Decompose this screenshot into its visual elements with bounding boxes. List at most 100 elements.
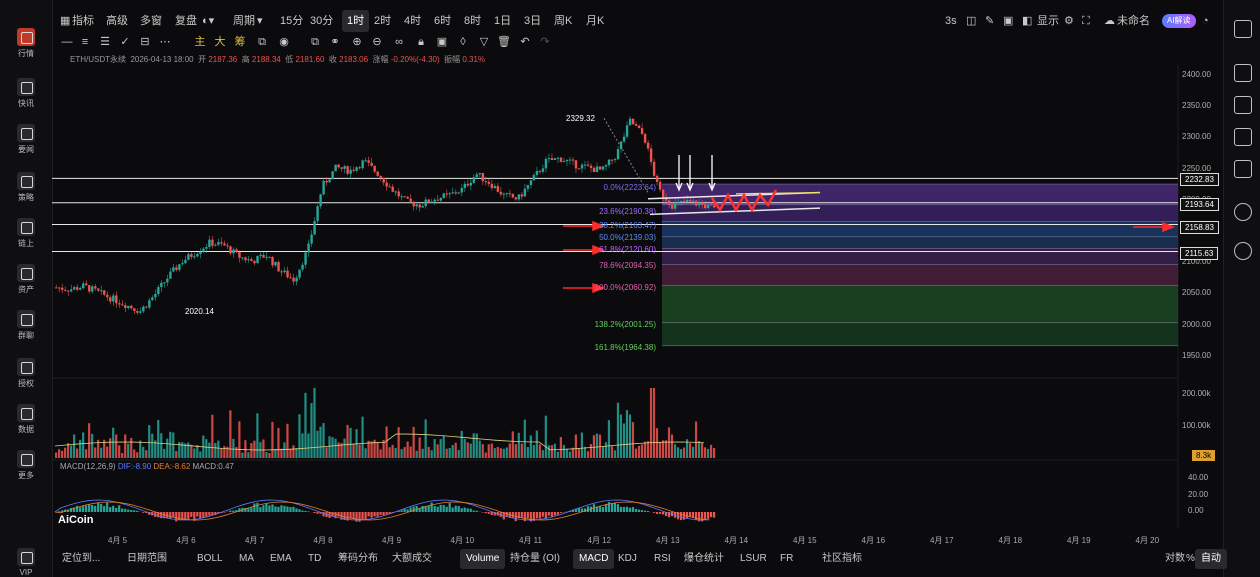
sidebar-item-3[interactable]: 策略 <box>0 172 52 203</box>
image-icon[interactable]: ▣ <box>436 36 448 48</box>
tool-main[interactable]: 主 <box>194 36 206 48</box>
redo-icon[interactable]: ↷ <box>540 36 550 48</box>
palette-icon[interactable]: ◐▾ <box>202 15 215 27</box>
indicator-tab-1[interactable]: MA <box>239 553 254 564</box>
settings-icon[interactable]: ⚙ <box>1064 15 1074 27</box>
sidebar-item-1[interactable]: 快讯 <box>0 78 52 109</box>
indicator-tab-10[interactable]: RSI <box>654 553 671 564</box>
indicator-tab-6[interactable]: Volume <box>460 549 506 569</box>
list-icon[interactable]: ☰ <box>100 36 110 48</box>
multi-window-button[interactable]: 多窗 <box>140 15 162 27</box>
indicator-tab-7[interactable]: 持仓量 (OI) <box>510 553 560 564</box>
interval-9[interactable]: 周K <box>554 15 573 27</box>
grid-icon[interactable]: ▦ <box>60 15 71 27</box>
crop-icon[interactable]: ⧉ <box>258 36 266 48</box>
undo-icon[interactable]: ↶ <box>520 36 530 48</box>
zoom-out-icon[interactable]: ⊖ <box>372 36 382 48</box>
interval-2[interactable]: 1时 <box>342 10 370 32</box>
sidebar-item-9[interactable]: 更多 <box>0 450 52 481</box>
indicator-button[interactable]: 指标 <box>72 15 94 27</box>
filter-icon[interactable]: ▽ <box>479 36 489 48</box>
indicator-tab-0[interactable]: BOLL <box>197 553 223 564</box>
robot-icon[interactable] <box>1234 203 1252 221</box>
indicator-tab-13[interactable]: FR <box>780 553 794 564</box>
eye-icon[interactable]: ◉ <box>279 36 289 48</box>
sidebar-item-10[interactable]: VIP <box>0 548 52 577</box>
lock-icon[interactable]: 🔒︎ <box>418 36 424 48</box>
indicator-tab-12[interactable]: LSUR <box>740 553 767 564</box>
indicator-tab-2[interactable]: EMA <box>270 553 292 564</box>
chevron-down-icon[interactable]: ▾ <box>257 15 263 27</box>
interval-7[interactable]: 1日 <box>494 15 512 27</box>
clock-icon[interactable] <box>1234 128 1252 146</box>
indicator-tab-5[interactable]: 大额成交 <box>392 553 432 564</box>
macd-bar <box>202 512 205 518</box>
image-icon[interactable]: ▣ <box>1003 15 1014 27</box>
bell-icon[interactable]: ◔ <box>1202 15 1209 27</box>
tool-chip[interactable]: 筹 <box>234 36 246 48</box>
ai-interpret-button[interactable]: AI解读 <box>1162 14 1196 28</box>
date-range-dropdown[interactable]: 日期范围 <box>127 553 167 564</box>
percent-toggle[interactable]: % <box>1186 553 1195 564</box>
replay-button[interactable]: 复盘 <box>175 15 197 27</box>
pen-icon[interactable]: ✓ <box>120 36 130 48</box>
volume-bar <box>412 426 415 458</box>
book-icon[interactable] <box>1234 64 1252 82</box>
fib-icon[interactable]: ⊟ <box>140 36 150 48</box>
sidebar-item-8[interactable]: 数据 <box>0 404 52 435</box>
hamburger-icon[interactable]: ≡ <box>81 36 89 48</box>
auto-toggle[interactable]: 自动 <box>1195 549 1227 569</box>
indicator-tab-8[interactable]: MACD <box>573 549 615 569</box>
interval-1[interactable]: 30分 <box>310 15 334 27</box>
more-icon[interactable]: ⋯ <box>159 36 171 48</box>
indicator-tab-14[interactable]: 社区指标 <box>822 553 862 564</box>
interval-10[interactable]: 月K <box>586 15 605 27</box>
list-icon[interactable] <box>1234 20 1252 38</box>
layout-icon[interactable]: ◧ <box>1022 15 1033 27</box>
calendar-icon[interactable] <box>1234 96 1252 114</box>
indicator-tab-9[interactable]: KDJ <box>618 553 637 564</box>
interval-5[interactable]: 6时 <box>434 15 452 27</box>
advanced-button[interactable]: 高级 <box>106 15 128 27</box>
camera-icon[interactable]: ◫ <box>966 15 977 27</box>
sidebar-item-2[interactable]: 要闻 <box>0 124 52 155</box>
tool-large[interactable]: 大 <box>214 36 226 48</box>
line-icon[interactable]: — <box>61 36 73 48</box>
trash-icon[interactable]: 🗑︎ <box>497 36 511 48</box>
indicator-tab-3[interactable]: TD <box>308 553 322 564</box>
refresh-icon[interactable] <box>1234 242 1252 260</box>
pencil-icon[interactable]: ✎ <box>985 15 995 27</box>
sidebar-item-0[interactable]: 行情 <box>0 28 52 59</box>
interval-0[interactable]: 15分 <box>280 15 304 27</box>
interval-4[interactable]: 4时 <box>404 15 422 27</box>
indicator-tab-11[interactable]: 爆仓统计 <box>684 553 724 564</box>
price-chart[interactable] <box>0 0 1223 548</box>
period-dropdown[interactable]: 周期 <box>233 15 255 27</box>
macd-bar <box>412 506 415 512</box>
sidebar-item-6[interactable]: 群聊 <box>0 310 52 341</box>
locate-button[interactable]: 定位到... <box>62 553 101 564</box>
volume-bar <box>397 427 400 458</box>
tag-icon[interactable]: ◊ <box>460 36 466 48</box>
display-button[interactable]: 显示 <box>1037 15 1059 27</box>
interval-3[interactable]: 2时 <box>374 15 392 27</box>
sidebar-item-7[interactable]: 授权 <box>0 358 52 389</box>
layout-name-dropdown[interactable]: 未命名 <box>1117 15 1150 27</box>
candle-body <box>310 234 313 244</box>
volume-bar <box>70 445 73 458</box>
visibility-icon[interactable]: ∞ <box>395 36 403 48</box>
indicator-tab-4[interactable]: 筹码分布 <box>338 553 378 564</box>
sidebar-item-5[interactable]: 资产 <box>0 264 52 295</box>
interval-6[interactable]: 8时 <box>464 15 482 27</box>
log-toggle[interactable]: 对数 <box>1165 553 1185 564</box>
layers-icon[interactable] <box>1234 160 1252 178</box>
fullscreen-icon[interactable]: ⛶ <box>1082 15 1090 27</box>
seconds-button[interactable]: 3s <box>945 15 957 27</box>
zoom-in-icon[interactable]: ⊕ <box>352 36 362 48</box>
interval-8[interactable]: 3日 <box>524 15 542 27</box>
sidebar-item-4[interactable]: 链上 <box>0 218 52 249</box>
volume-bar <box>622 423 626 458</box>
copy-icon[interactable]: ⧉ <box>311 36 319 48</box>
cloud-icon[interactable]: ☁ <box>1104 15 1115 27</box>
link-icon[interactable]: ⚭ <box>330 36 340 48</box>
